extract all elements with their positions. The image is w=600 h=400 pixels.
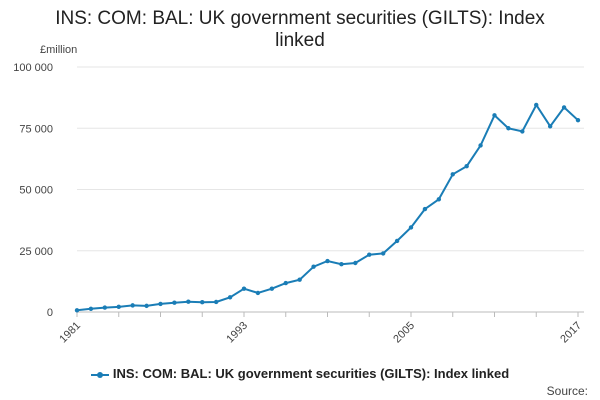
data-point[interactable]: [561, 105, 567, 110]
y-tick-label: 100 000: [13, 62, 53, 74]
data-point[interactable]: [380, 251, 386, 256]
data-point[interactable]: [492, 113, 497, 118]
legend-line-marker-icon: [90, 369, 109, 381]
data-point[interactable]: [478, 143, 483, 148]
data-point[interactable]: [353, 260, 358, 266]
y-tick-label: 0: [47, 307, 53, 319]
data-point[interactable]: [116, 304, 121, 310]
y-axis-ticks: 0 25 000 50 000 75 000 100 000: [13, 62, 53, 319]
data-point[interactable]: [422, 206, 428, 212]
source-label: Source:: [546, 384, 588, 398]
data-point[interactable]: [311, 264, 316, 269]
chart-title: INS: COM: BAL: UK government securities …: [55, 8, 545, 51]
data-point[interactable]: [74, 308, 80, 313]
data-point[interactable]: [464, 164, 469, 169]
data-point[interactable]: [450, 172, 455, 177]
data-point[interactable]: [394, 238, 400, 244]
data-point[interactable]: [172, 300, 177, 305]
data-point[interactable]: [269, 286, 275, 291]
data-point[interactable]: [227, 295, 233, 300]
x-tick-label: 2017: [558, 320, 584, 346]
data-point[interactable]: [325, 258, 330, 264]
data-point[interactable]: [130, 303, 135, 308]
x-tick-label: 1981: [57, 320, 83, 346]
data-point[interactable]: [241, 286, 247, 291]
data-point[interactable]: [367, 252, 372, 257]
series-line: [76, 103, 579, 312]
data-point[interactable]: [339, 262, 344, 267]
y-tick-label: 25 000: [19, 246, 53, 258]
data-point[interactable]: [506, 126, 511, 131]
x-tick-label: 1993: [224, 320, 250, 346]
data-point[interactable]: [158, 301, 163, 307]
data-point[interactable]: [547, 124, 553, 129]
data-point[interactable]: [102, 305, 108, 310]
data-point[interactable]: [255, 290, 261, 296]
legend[interactable]: INS: COM: BAL: UK government securities …: [0, 366, 600, 381]
gridlines: [77, 66, 584, 252]
data-point[interactable]: [436, 197, 442, 202]
data-point[interactable]: [144, 303, 149, 309]
data-points: [74, 102, 581, 313]
data-point[interactable]: [283, 280, 288, 286]
data-point[interactable]: [534, 102, 539, 108]
y-axis-unit-label: £million: [40, 44, 78, 56]
data-point[interactable]: [408, 225, 414, 230]
x-axis-ticks: 1981 1993 2005 2017: [57, 312, 584, 345]
data-point[interactable]: [520, 129, 525, 134]
y-tick-label: 50 000: [19, 185, 53, 197]
legend-label: INS: COM: BAL: UK government securities …: [112, 366, 510, 381]
data-point[interactable]: [200, 300, 205, 305]
data-point[interactable]: [88, 306, 94, 312]
x-tick-label: 2005: [391, 320, 417, 346]
data-point[interactable]: [575, 117, 581, 123]
y-tick-label: 75 000: [19, 123, 53, 135]
data-point[interactable]: [297, 277, 302, 282]
data-point[interactable]: [186, 299, 191, 304]
data-point[interactable]: [213, 299, 219, 305]
